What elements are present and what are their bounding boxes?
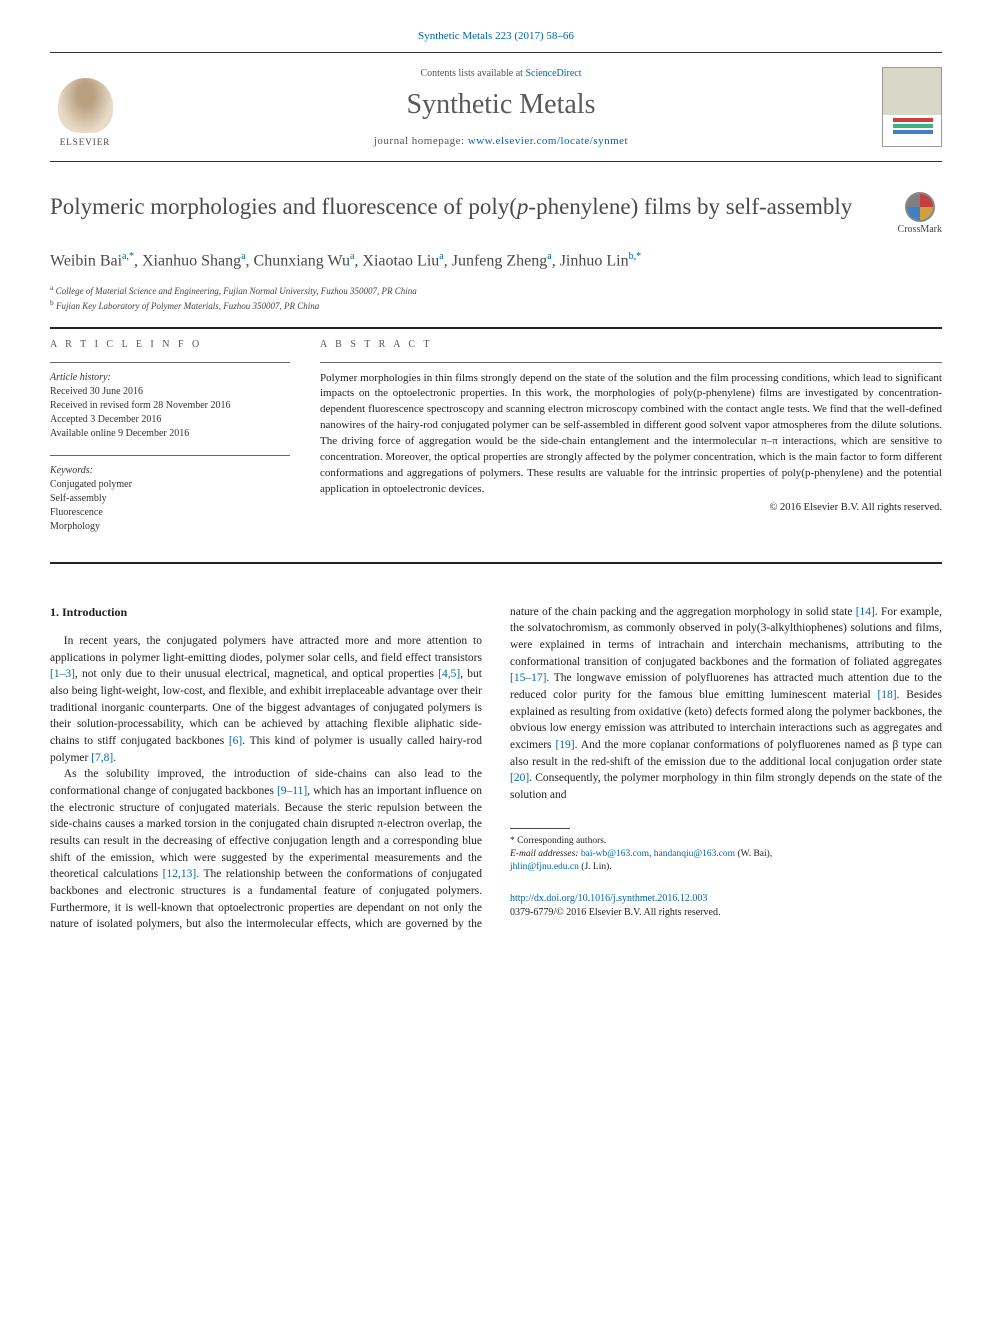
body-text: In recent years, the conjugated polymers… [50, 635, 482, 664]
body-text: . [113, 752, 116, 764]
footnotes: * Corresponding authors. E-mail addresse… [510, 835, 942, 875]
ref-link[interactable]: [12,13] [163, 868, 197, 880]
body-text: . Consequently, the polymer morphology i… [510, 772, 942, 801]
section-heading: 1. Introduction [50, 604, 482, 621]
affiliation-b: Fujian Key Laboratory of Polymer Materia… [56, 301, 319, 311]
doi-link[interactable]: http://dx.doi.org/10.1016/j.synthmet.201… [510, 893, 707, 904]
email-link[interactable]: handanqiu@163.com [654, 849, 735, 859]
email-label: E-mail addresses: [510, 849, 579, 859]
ref-link[interactable]: [20] [510, 772, 529, 784]
affil-sup[interactable]: a [439, 251, 443, 262]
abstract-text: Polymer morphologies in thin films stron… [320, 371, 942, 499]
affil-sup[interactable]: a [350, 251, 354, 262]
keyword: Conjugated polymer [50, 478, 290, 492]
rule-above-info [50, 327, 942, 329]
affiliations: a College of Material Science and Engine… [50, 283, 942, 312]
affil-sup[interactable]: a [547, 251, 551, 262]
ref-link[interactable]: [7,8] [91, 752, 113, 764]
keyword: Morphology [50, 520, 290, 534]
journal-title: Synthetic Metals [120, 89, 882, 121]
keyword: Self-assembly [50, 492, 290, 506]
elsevier-label: ELSEVIER [60, 137, 111, 147]
journal-cover-thumb [882, 67, 942, 147]
rule-under-header [50, 161, 942, 162]
body-paragraph: In recent years, the conjugated polymers… [50, 633, 482, 766]
history-line: Received 30 June 2016 [50, 385, 290, 399]
article-title: Polymeric morphologies and fluorescence … [50, 192, 886, 222]
contents-prefix: Contents lists available at [420, 68, 525, 79]
cover-bars-icon [893, 118, 933, 138]
rule-info-2 [50, 455, 290, 456]
abstract-label: A B S T R A C T [320, 339, 942, 350]
affil-sup[interactable]: b,* [629, 251, 642, 262]
email-who: (W. Bai), [735, 849, 772, 859]
article-history: Article history: Received 30 June 2016 R… [50, 371, 290, 441]
homepage-link[interactable]: www.elsevier.com/locate/synmet [468, 135, 628, 147]
doi-block: http://dx.doi.org/10.1016/j.synthmet.201… [510, 892, 942, 920]
sciencedirect-link[interactable]: ScienceDirect [525, 68, 581, 79]
body-two-column: 1. Introduction In recent years, the con… [50, 604, 942, 933]
ref-link[interactable]: [9–11] [277, 785, 307, 797]
history-header: Article history: [50, 371, 290, 385]
email-link[interactable]: bai-wb@163.com [581, 849, 649, 859]
email-who: (J. Lin). [579, 862, 612, 872]
footnote-rule [510, 828, 570, 829]
keywords-header: Keywords: [50, 464, 290, 478]
rule-abstract [320, 362, 942, 363]
article-info-label: A R T I C L E I N F O [50, 339, 290, 350]
journal-citation[interactable]: Synthetic Metals 223 (2017) 58–66 [50, 30, 942, 42]
ref-link[interactable]: [14] [856, 606, 875, 618]
history-line: Received in revised form 28 November 201… [50, 399, 290, 413]
ref-link[interactable]: [15–17] [510, 672, 546, 684]
header-center: Contents lists available at ScienceDirec… [120, 68, 882, 147]
journal-header: ELSEVIER Contents lists available at Sci… [50, 59, 942, 155]
ref-link[interactable]: [6] [229, 735, 242, 747]
crossmark-label: CrossMark [898, 224, 942, 235]
elsevier-tree-icon [58, 78, 113, 133]
elsevier-logo: ELSEVIER [50, 67, 120, 147]
rule-info-1 [50, 362, 290, 363]
homepage-prefix: journal homepage: [374, 135, 468, 147]
rule-below-abstract [50, 562, 942, 564]
body-text: , not only due to their unusual electric… [75, 668, 438, 680]
contents-line: Contents lists available at ScienceDirec… [120, 68, 882, 79]
corresponding-note: * Corresponding authors. [510, 835, 942, 848]
ref-link[interactable]: [19] [555, 739, 574, 751]
body-text: . And the more coplanar conformations of… [510, 739, 942, 768]
ref-link[interactable]: [1–3] [50, 668, 75, 680]
ref-link[interactable]: [18] [877, 689, 896, 701]
article-info-column: A R T I C L E I N F O Article history: R… [50, 339, 290, 548]
abstract-copyright: © 2016 Elsevier B.V. All rights reserved… [320, 502, 942, 513]
history-line: Accepted 3 December 2016 [50, 413, 290, 427]
ref-link[interactable]: [4,5] [438, 668, 460, 680]
crossmark-icon[interactable] [905, 192, 935, 222]
issn-copyright: 0379-6779/© 2016 Elsevier B.V. All right… [510, 906, 942, 920]
affil-sup[interactable]: a,* [122, 251, 134, 262]
keyword: Fluorescence [50, 506, 290, 520]
keywords-block: Keywords: Conjugated polymer Self-assemb… [50, 464, 290, 534]
homepage-line: journal homepage: www.elsevier.com/locat… [120, 135, 882, 147]
author-list: Weibin Baia,*, Xianhuo Shanga, Chunxiang… [50, 249, 942, 273]
affiliation-a: College of Material Science and Engineer… [56, 286, 417, 296]
rule-top [50, 52, 942, 53]
affil-sup[interactable]: a [241, 251, 245, 262]
email-link[interactable]: jhlin@fjnu.edu.cn [510, 862, 579, 872]
abstract-column: A B S T R A C T Polymer morphologies in … [320, 339, 942, 548]
history-line: Available online 9 December 2016 [50, 427, 290, 441]
